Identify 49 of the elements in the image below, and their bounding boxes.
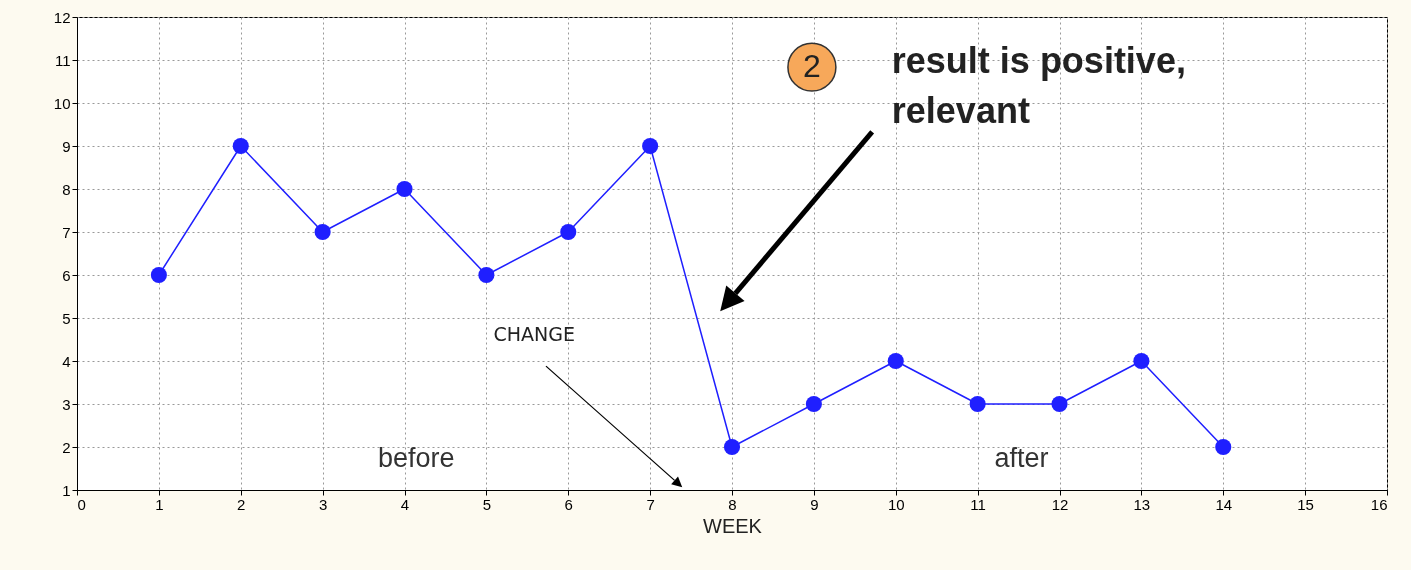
y-tick-label: 10 [53, 94, 71, 112]
x-tick-label: 1 [155, 495, 164, 513]
x-tick-label: 13 [1133, 495, 1151, 513]
x-tick-label: 14 [1215, 495, 1233, 513]
annotation: before [378, 443, 455, 474]
point [314, 223, 331, 241]
point [396, 180, 413, 198]
annotation: 2 [803, 48, 821, 85]
x-tick-label: 15 [1297, 495, 1314, 513]
y-tick-label: 8 [62, 180, 71, 198]
y-tick-label: 1 [62, 481, 71, 499]
y-tick-label: 12 [53, 8, 71, 26]
point [150, 266, 167, 284]
x-tick-label: 10 [887, 495, 905, 513]
point [1133, 352, 1150, 370]
point [478, 266, 495, 284]
x-tick-label: 7 [646, 495, 655, 513]
x-tick-label: 6 [564, 495, 573, 513]
x-tick-label: 16 [1370, 495, 1388, 513]
y-tick-label: 2 [62, 438, 71, 456]
x-tick-label: 4 [400, 495, 410, 513]
x-tick-label: 2 [237, 495, 246, 513]
point [232, 137, 249, 155]
annotation: after [994, 443, 1049, 474]
y-tick-label: 3 [62, 395, 71, 413]
y-tick-label: 9 [62, 137, 71, 155]
x-tick-label: 11 [970, 495, 986, 513]
point [1051, 395, 1068, 413]
point [805, 395, 822, 413]
point [642, 137, 659, 155]
y-tick-label: 4 [62, 352, 71, 370]
y-tick-label: 5 [62, 309, 71, 327]
y-tick-label: 11 [54, 51, 71, 69]
x-tick-label: 3 [318, 495, 328, 513]
point [887, 352, 904, 370]
point [560, 223, 577, 241]
y-tick-label: 6 [62, 266, 71, 284]
x-tick-label: 0 [77, 495, 86, 513]
y-tick-label: 7 [62, 223, 71, 241]
x-tick-label: 9 [810, 495, 819, 513]
x-axis-title: WEEK [703, 514, 763, 537]
x-tick-label: 12 [1051, 495, 1069, 513]
x-tick-label: 5 [482, 495, 492, 513]
annotation: CHANGE [493, 323, 575, 346]
point [969, 395, 986, 413]
x-tick-label: 8 [728, 495, 737, 513]
point [723, 438, 741, 456]
point [1215, 438, 1232, 456]
annotation: result is positive, relevant [891, 39, 1186, 131]
